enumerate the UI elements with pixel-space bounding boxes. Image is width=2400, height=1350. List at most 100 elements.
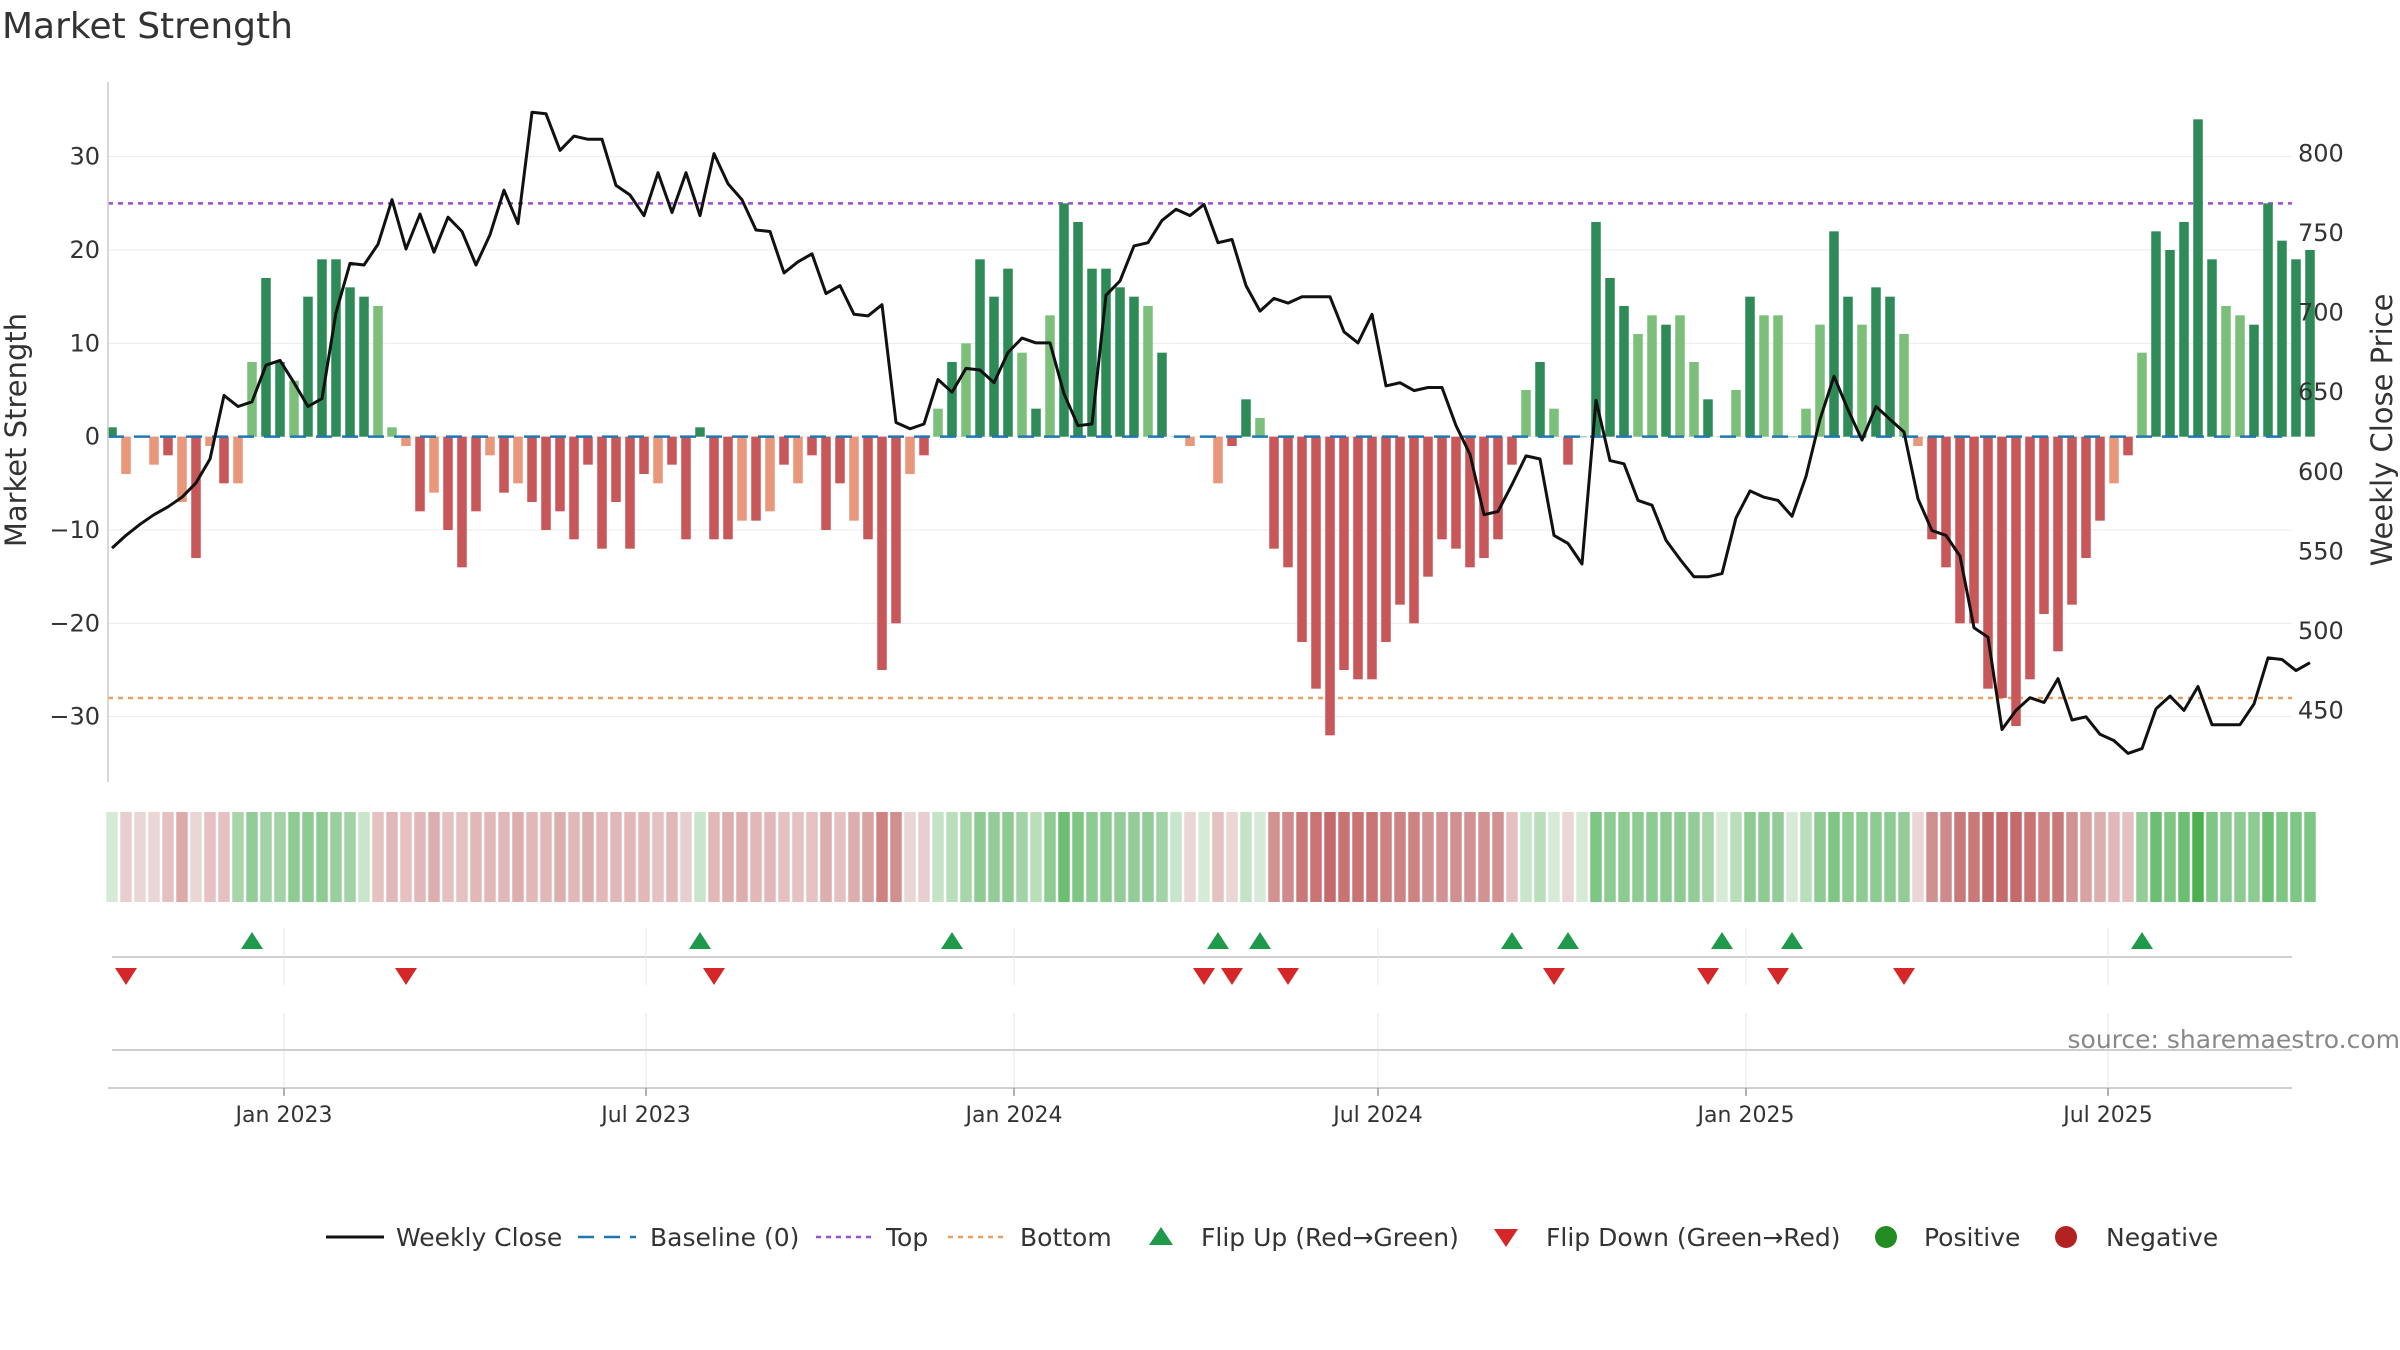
strength-bar xyxy=(1829,231,1839,437)
flip-up-marker xyxy=(1781,932,1803,949)
strength-bar xyxy=(1675,315,1685,437)
strip-cell xyxy=(204,812,216,902)
strength-bar xyxy=(905,436,915,474)
strip-cell xyxy=(1842,812,1854,902)
strip-cell xyxy=(1282,812,1294,902)
strength-bar xyxy=(2179,222,2189,437)
strength-bar xyxy=(359,296,369,437)
strength-bar xyxy=(863,436,873,540)
y2-tick-label: 550 xyxy=(2298,537,2344,565)
strip-cell xyxy=(484,812,496,902)
strength-bar xyxy=(1647,315,1657,437)
strength-bar xyxy=(2011,436,2021,726)
flip-down-marker xyxy=(115,968,137,985)
chart-title: Market Strength xyxy=(2,6,293,47)
strength-bar xyxy=(1605,278,1615,437)
strip-cell xyxy=(792,812,804,902)
strength-bar xyxy=(751,436,761,521)
strength-bar xyxy=(1871,287,1881,437)
strip-cell xyxy=(1170,812,1182,902)
legend-item-flip_up: Flip Up (Red→Green) xyxy=(1149,1223,1459,1252)
legend-label: Weekly Close xyxy=(396,1223,562,1252)
strip-cell xyxy=(1590,812,1602,902)
strip-cell xyxy=(1310,812,1322,902)
strip-cell xyxy=(1912,812,1924,902)
strength-bar xyxy=(1549,408,1559,437)
strip-cell xyxy=(2276,812,2288,902)
strip-cell xyxy=(1576,812,1588,902)
strength-bar xyxy=(961,343,971,437)
strip-cell xyxy=(428,812,440,902)
strength-bar xyxy=(1395,436,1405,605)
strip-cell xyxy=(1604,812,1616,902)
left-y-ticks: 30 20 10 0 −10 −20 −30 xyxy=(49,143,100,731)
strength-bar xyxy=(919,436,929,456)
strength-bar xyxy=(1311,436,1321,689)
strength-bar xyxy=(121,436,131,474)
strip-cell xyxy=(2178,812,2190,902)
strip-cell xyxy=(1926,812,1938,902)
strip-cell xyxy=(2304,812,2316,902)
y2-tick-label: 800 xyxy=(2298,140,2344,168)
strip-cell xyxy=(1646,812,1658,902)
strip-cell xyxy=(1030,812,1042,902)
strength-bar xyxy=(275,362,285,437)
strength-bar xyxy=(625,436,635,549)
strip-cell xyxy=(1380,812,1392,902)
strip-cell xyxy=(1674,812,1686,902)
strip-cell xyxy=(638,812,650,902)
strip-cell xyxy=(974,812,986,902)
left-axis-label: Market Strength xyxy=(0,313,33,547)
strip-cell xyxy=(1758,812,1770,902)
y2-tick-label: 700 xyxy=(2298,299,2344,327)
strength-bar xyxy=(1591,222,1601,437)
strip-cell xyxy=(750,812,762,902)
x-tick-label: Jul 2025 xyxy=(2061,1103,2153,1128)
strength-bar xyxy=(1241,399,1251,437)
strip-cell xyxy=(330,812,342,902)
legend-flip-down-marker xyxy=(1494,1229,1518,1247)
strip-cell xyxy=(834,812,846,902)
strip-cell xyxy=(1688,812,1700,902)
strength-bar xyxy=(1885,296,1895,437)
strip-cell xyxy=(1856,812,1868,902)
strip-cell xyxy=(946,812,958,902)
strength-bar xyxy=(1465,436,1475,568)
strip-cell xyxy=(2206,812,2218,902)
strip-cell xyxy=(2234,812,2246,902)
legend-negative-dot xyxy=(2055,1226,2077,1248)
strength-bar xyxy=(1143,306,1153,437)
strength-bar xyxy=(303,296,313,437)
x-tick-label: Jan 2023 xyxy=(234,1103,333,1128)
strength-bar xyxy=(1563,436,1573,465)
strip-cell xyxy=(162,812,174,902)
strength-bar xyxy=(1577,436,1587,438)
strip-cell xyxy=(148,812,160,902)
strength-bar xyxy=(471,436,481,512)
strength-bar xyxy=(723,436,733,540)
strength-bar xyxy=(1283,436,1293,568)
strength-bar xyxy=(1521,390,1531,437)
strip-cell xyxy=(1296,812,1308,902)
strength-bar xyxy=(191,436,201,558)
strength-bar xyxy=(1815,324,1825,437)
strip-cell xyxy=(1870,812,1882,902)
strip-cell xyxy=(400,812,412,902)
strength-bar xyxy=(709,436,719,540)
strip-cell xyxy=(1002,812,1014,902)
x-tick-label: Jul 2023 xyxy=(599,1103,691,1128)
strength-bar xyxy=(1633,334,1643,437)
strength-bar xyxy=(765,436,775,512)
strength-bar xyxy=(2193,119,2203,437)
strip-cell xyxy=(1212,812,1224,902)
legend-label: Baseline (0) xyxy=(650,1223,799,1252)
strip-cell xyxy=(2220,812,2232,902)
strip-cell xyxy=(1016,812,1028,902)
strength-bar xyxy=(877,436,887,670)
strength-bar xyxy=(2249,324,2259,437)
strip-cell xyxy=(106,812,118,902)
strip-cell xyxy=(1562,812,1574,902)
strength-bar xyxy=(639,436,649,474)
strength-bar xyxy=(891,436,901,624)
